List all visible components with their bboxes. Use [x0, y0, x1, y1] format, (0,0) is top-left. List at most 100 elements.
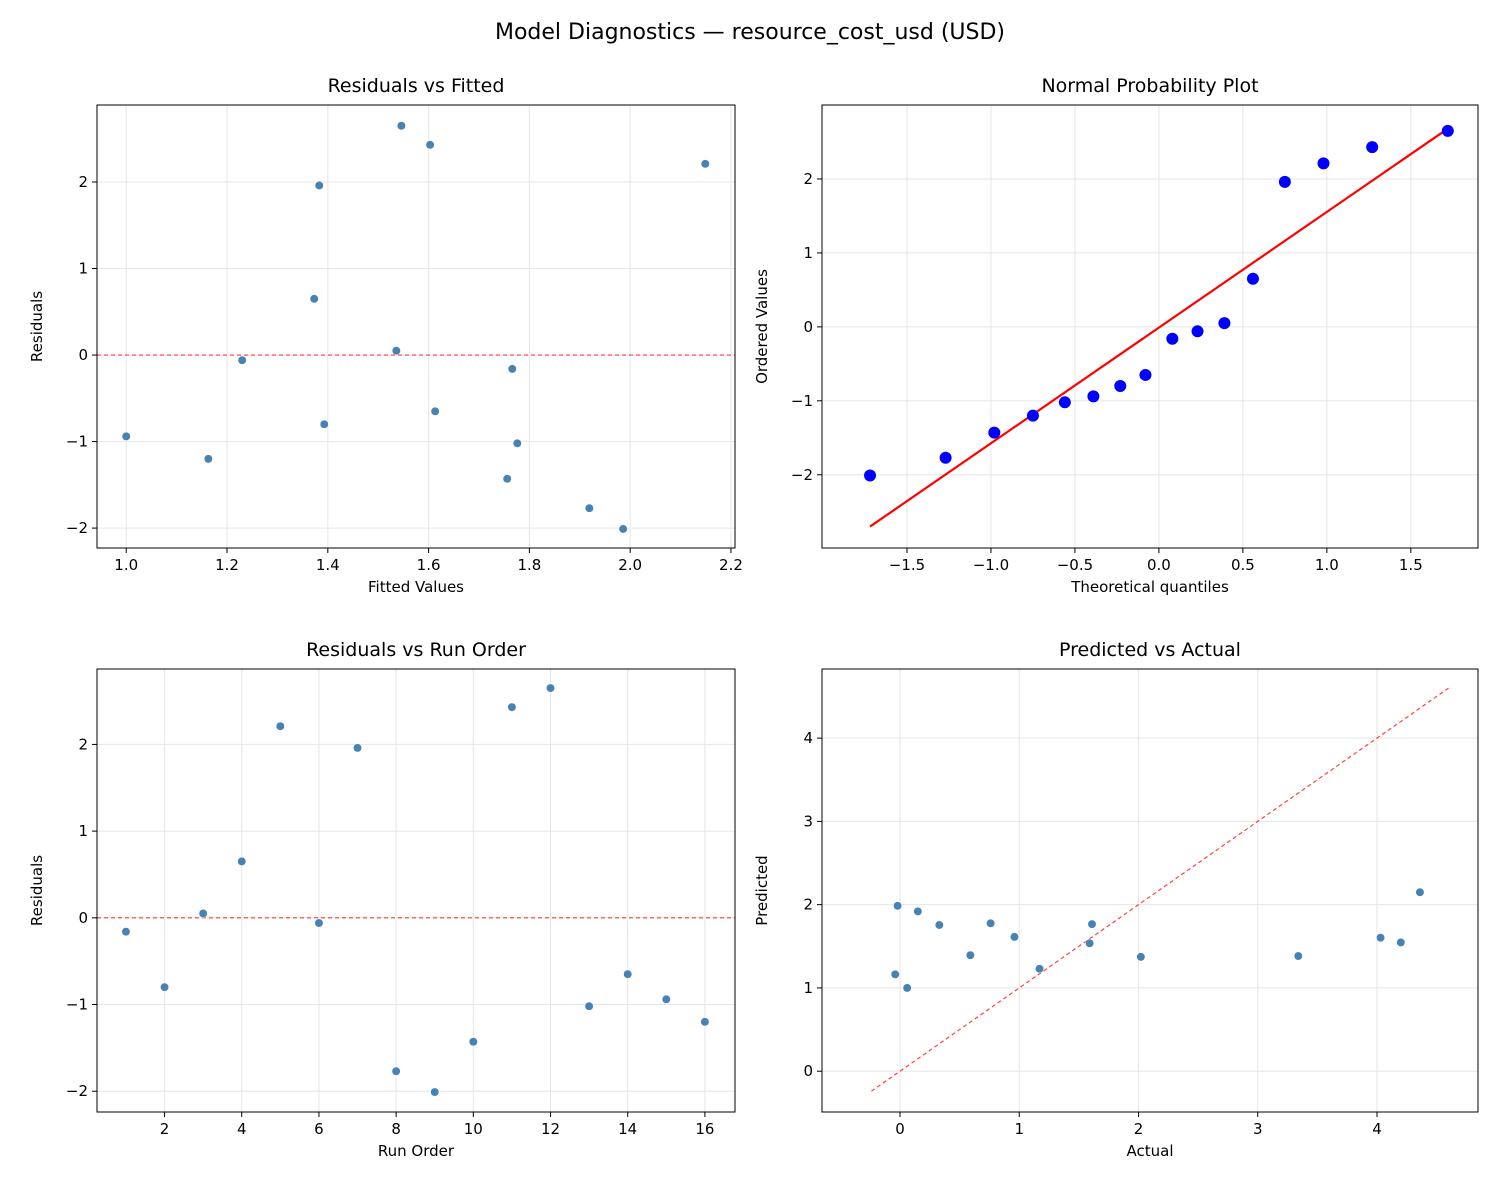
data-point: [507, 364, 517, 374]
data-point: [1026, 409, 1039, 422]
subplot-4: 0 1 2 3 4 0 1 2 3 4 Predicted vs Actual Actual Predi…: [753, 639, 1479, 1160]
data-point: [1396, 938, 1406, 947]
x-tick-label: 1.5: [1399, 556, 1423, 574]
data-point: [1218, 317, 1231, 330]
y-tick-label: −1: [66, 996, 88, 1014]
data-point: [203, 454, 213, 464]
data-point: [1317, 157, 1330, 170]
data-point: [623, 969, 633, 979]
data-point: [700, 159, 710, 169]
x-tick-label: 1.8: [517, 556, 541, 574]
data-point: [198, 909, 208, 918]
data-point: [1058, 396, 1071, 409]
x-tick-label: −1.5: [889, 556, 925, 574]
data-point: [512, 438, 522, 448]
data-point: [902, 983, 912, 993]
data-point: [1085, 938, 1095, 948]
data-point: [468, 1037, 478, 1047]
data-point: [1035, 964, 1044, 974]
x-axis-label: Run Order: [378, 1142, 455, 1160]
data-point: [121, 431, 131, 441]
subplot-title: Residuals vs Run Order: [306, 639, 526, 661]
data-point: [314, 918, 324, 928]
x-tick-label: −0.5: [1057, 556, 1093, 574]
y-tick-label: −2: [791, 466, 813, 484]
x-axis-label: Fitted Values: [368, 578, 464, 596]
y-tick-label: 0: [803, 1062, 813, 1080]
data-point: [1366, 141, 1379, 154]
reference-line: [871, 687, 1449, 1092]
y-tick-label: 2: [803, 170, 813, 188]
y-axis-label: Residuals: [28, 855, 46, 926]
data-point: [546, 683, 555, 693]
data-point: [700, 1017, 710, 1027]
x-tick-label: 1.2: [215, 556, 239, 574]
data-point: [430, 406, 440, 416]
data-point: [1246, 272, 1259, 285]
subplot-title: Residuals vs Fitted: [328, 75, 505, 97]
data-point: [391, 346, 401, 356]
data-point: [275, 721, 285, 731]
y-tick-label: 1: [803, 979, 813, 997]
x-tick-label: 12: [541, 1120, 560, 1138]
x-axis-label: Actual: [1127, 1142, 1174, 1160]
data-point: [1139, 368, 1152, 381]
data-point: [502, 474, 512, 484]
x-tick-label: 1: [1014, 1120, 1024, 1138]
y-tick-label: 3: [803, 812, 813, 830]
data-point: [1376, 933, 1386, 943]
subplot-title: Predicted vs Actual: [1059, 639, 1241, 661]
x-tick-label: 2: [160, 1120, 170, 1138]
x-axis-label: Theoretical quantiles: [1070, 578, 1229, 596]
y-tick-label: 2: [803, 896, 813, 914]
data-point: [890, 969, 900, 979]
data-point: [1136, 952, 1146, 962]
y-tick-label: 1: [78, 822, 88, 840]
x-tick-label: 8: [391, 1120, 401, 1138]
data-point: [661, 994, 671, 1004]
data-point: [864, 469, 877, 482]
x-tick-label: 0.5: [1231, 556, 1255, 574]
data-point: [319, 419, 329, 429]
data-point: [1010, 932, 1019, 942]
y-tick-label: 1: [803, 244, 813, 262]
axes-frame: [96, 104, 736, 549]
x-tick-label: 2.0: [618, 556, 642, 574]
y-axis-label: Ordered Values: [753, 269, 771, 384]
x-tick-label: 10: [464, 1120, 483, 1138]
x-tick-label: 1.0: [114, 556, 138, 574]
y-tick-label: 0: [78, 909, 88, 927]
data-point: [121, 927, 131, 937]
y-tick-label: −2: [66, 1082, 88, 1100]
data-point: [430, 1087, 440, 1097]
x-tick-label: 1.6: [417, 556, 441, 574]
y-axis-label: Predicted: [753, 855, 771, 925]
data-point: [584, 503, 594, 513]
data-point: [618, 524, 628, 534]
data-point: [1166, 332, 1179, 345]
data-point: [988, 426, 1001, 439]
data-point: [1114, 380, 1127, 393]
x-tick-label: 14: [618, 1120, 637, 1138]
axes-frame: [96, 668, 736, 1113]
data-point: [391, 1066, 401, 1076]
data-point: [1087, 919, 1097, 929]
x-tick-label: −1.0: [973, 556, 1009, 574]
data-point: [1191, 325, 1204, 338]
x-tick-label: 4: [237, 1120, 247, 1138]
axes-frame: [821, 104, 1479, 549]
y-axis-label: Residuals: [28, 291, 46, 362]
x-tick-label: 16: [695, 1120, 714, 1138]
reference-line: [869, 127, 1449, 528]
subplot-1: 1.0 1.2 1.4 1.6 1.8 2.0 2.2 −2 −1 0 1 2 Residuals vs…: [28, 75, 743, 596]
data-point: [160, 982, 169, 992]
data-point: [584, 1001, 594, 1011]
y-tick-label: −1: [66, 433, 88, 451]
data-point: [1278, 175, 1291, 188]
x-tick-label: 0: [895, 1120, 905, 1138]
data-point: [237, 857, 247, 866]
x-tick-label: 1.0: [1315, 556, 1339, 574]
data-point: [237, 355, 247, 365]
